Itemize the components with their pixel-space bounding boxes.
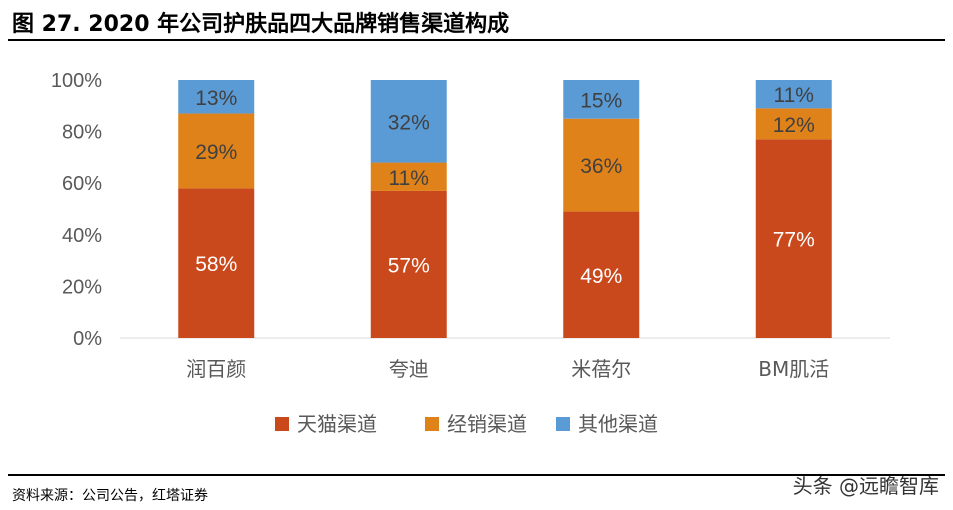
y-axis-ticks: 0% 20% 40% 60% 80% 100% xyxy=(51,70,102,350)
y-tick-label: 0% xyxy=(73,328,102,350)
title-rule xyxy=(8,39,945,41)
source-note: 资料来源：公司公告，红塔证券 xyxy=(12,488,208,504)
legend-label: 其他渠道 xyxy=(578,412,658,436)
category-label: BM肌活 xyxy=(758,357,829,381)
y-tick-label: 60% xyxy=(62,173,102,195)
bars: 58% 29% 13% 57% 11% 32% 49% 36% 15% 77% 12% 11% xyxy=(178,80,832,338)
legend-label: 天猫渠道 xyxy=(297,412,377,436)
data-label: 15% xyxy=(580,89,622,112)
data-label: 11% xyxy=(389,167,429,190)
figure-title: 图 27. 2020 年公司护肤品四大品牌销售渠道构成 xyxy=(12,12,510,37)
data-label: 13% xyxy=(195,87,237,110)
category-label: 米蓓尔 xyxy=(571,357,631,381)
bar-segment xyxy=(178,80,255,114)
data-label: 36% xyxy=(580,155,622,178)
bar-segment xyxy=(563,211,640,338)
y-tick-label: 100% xyxy=(51,70,102,92)
bar-segment xyxy=(755,139,832,338)
data-label: 77% xyxy=(773,229,815,252)
legend-label: 经销渠道 xyxy=(447,412,527,436)
footer-rule xyxy=(8,474,945,476)
bar-segment xyxy=(178,113,255,189)
legend: 天猫渠道 经销渠道 其他渠道 xyxy=(275,412,658,436)
y-tick-label: 20% xyxy=(62,276,102,298)
bar-segment xyxy=(755,108,832,140)
bar-segment xyxy=(755,80,832,109)
data-label: 49% xyxy=(580,265,622,288)
y-tick-label: 80% xyxy=(62,122,102,144)
data-label: 32% xyxy=(388,111,430,134)
legend-swatch xyxy=(556,417,570,431)
watermark: 头条 @远瞻智库 xyxy=(792,474,939,498)
category-label: 润百颜 xyxy=(186,357,246,381)
data-label: 29% xyxy=(195,141,237,164)
bar-segment xyxy=(563,80,640,119)
bar-segment xyxy=(178,188,255,338)
legend-swatch xyxy=(275,417,289,431)
bar-segment xyxy=(370,162,447,191)
y-tick-label: 40% xyxy=(62,225,102,247)
data-label: 57% xyxy=(388,254,430,277)
data-label: 12% xyxy=(773,114,815,137)
category-labels: 润百颜 夸迪 米蓓尔 BM肌活 xyxy=(186,357,829,381)
bar-segment xyxy=(370,80,447,163)
data-label: 58% xyxy=(195,253,237,276)
category-label: 夸迪 xyxy=(389,357,429,381)
data-label: 11% xyxy=(774,84,814,107)
bar-segment xyxy=(370,190,447,338)
bar-segment xyxy=(563,118,640,212)
legend-swatch xyxy=(425,417,439,431)
stacked-bar-chart: 0% 20% 40% 60% 80% 100% 58% 29% 13% 57% 11% 32% 49%… xyxy=(51,70,890,436)
